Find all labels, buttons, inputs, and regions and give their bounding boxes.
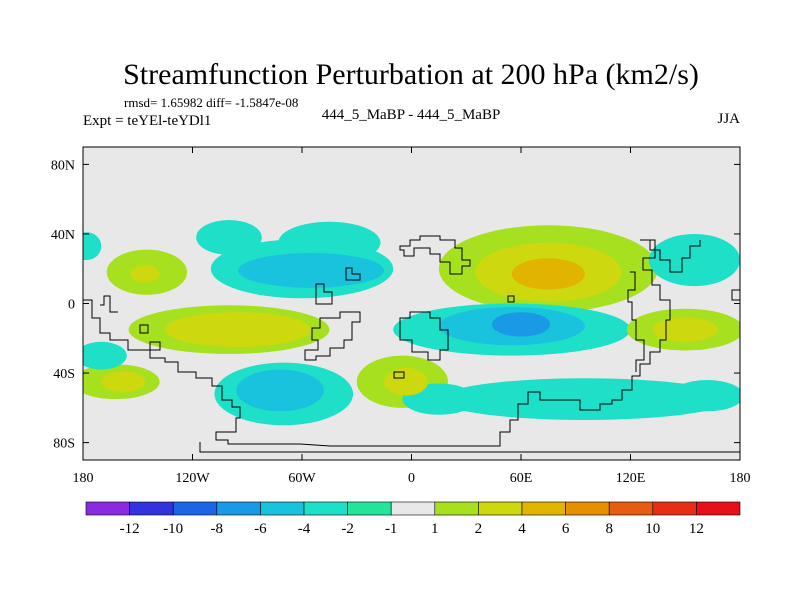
negative-anomaly-n-pacific: [83, 232, 102, 261]
negative-anomaly-n-america-core: [238, 253, 385, 288]
x-tick-label: 60E: [510, 471, 533, 486]
colorbar-swatch: [608, 501, 654, 516]
positive-anomaly-s-atlantic-core: [384, 367, 428, 396]
y-tick-label: 80N: [51, 158, 75, 173]
positive-anomaly-n-asia-core: [511, 258, 585, 290]
colorbar-swatch: [565, 501, 610, 516]
coastline-australia: [731, 289, 740, 301]
positive-anomaly-s-pacific-core: [101, 371, 146, 393]
colorbar-swatch: [216, 501, 261, 516]
negative-anomaly-s-pacific: [83, 341, 127, 370]
chart-title: Streamfunction Perturbation at 200 hPa (…: [123, 58, 699, 91]
coastline-africa: [393, 371, 405, 379]
coastline-europe: [399, 311, 449, 361]
y-tick-label: 80S: [53, 437, 75, 452]
negative-anomaly-se-pacific-core: [236, 369, 324, 412]
axes-layer: 180 120W 60W 0 60E 120E 180 80N 40N 0 40S 80S: [51, 147, 751, 486]
colorbar-swatch: [652, 501, 697, 516]
negative-anomaly-nw-pacific: [648, 233, 740, 287]
colorbar-label: -10: [163, 521, 183, 537]
colorbar-label: 8: [605, 521, 613, 537]
coastline-east-asia: [649, 240, 701, 273]
coastline-scandinavia: [345, 267, 361, 281]
x-tick-label: 0: [408, 471, 415, 486]
colorbar-label: 1: [431, 521, 439, 537]
experiment-label: Expt = teYEl-teYDl1: [83, 113, 211, 129]
colorbar-swatch: [434, 501, 479, 516]
y-tick-label: 40N: [51, 228, 75, 243]
colorbar-swatch: [129, 501, 174, 516]
colorbar-label: 12: [689, 521, 704, 537]
coastline-eurasia-north: [399, 235, 471, 275]
colorbar-label: -8: [211, 521, 224, 537]
colorbar-label: 10: [645, 521, 660, 537]
colorbar-swatch: [347, 501, 392, 516]
colorbar-label: -4: [298, 521, 311, 537]
coastline-caribbean: [139, 324, 149, 334]
colorbar-label: -2: [341, 521, 354, 537]
contour-fill-layer: [83, 220, 740, 426]
colorbar-swatch: [172, 501, 218, 516]
coastline-south-america: [304, 311, 361, 361]
coastline-greenland: [315, 283, 333, 305]
negative-anomaly-s-indian-ocean: [438, 378, 731, 421]
coastline-antarctica: [199, 442, 740, 453]
x-tick-label: 180: [73, 471, 94, 486]
y-tick-label: 0: [68, 298, 75, 313]
x-tick-label: 180: [730, 471, 751, 486]
x-tick-label: 120W: [175, 471, 210, 486]
colorbar-swatch: [85, 501, 130, 516]
colorbar-label: -1: [385, 521, 398, 537]
season-label: JJA: [717, 111, 740, 127]
x-tick-label: 120E: [616, 471, 646, 486]
coastline-asia-pacific: [627, 271, 645, 372]
stats-subtitle: rmsd= 1.65982 diff= -1.5847e-08: [124, 95, 298, 110]
colorbar-label: -6: [254, 521, 267, 537]
coastline-north-america: [83, 239, 671, 447]
coastline-gulf: [149, 341, 161, 351]
colorbar: -12 -10 -8 -6 -4 -2 -1 1 2 4 6 8 10 12: [85, 501, 741, 537]
colorbar-swatch: [521, 501, 566, 516]
case-label: 444_5_MaBP - 444_5_MaBP: [322, 107, 501, 123]
negative-anomaly-s-pacific-east: [670, 380, 740, 412]
coastline-mexico: [100, 295, 118, 313]
y-tick-label: 40S: [53, 367, 75, 382]
colorbar-label: 2: [475, 521, 483, 537]
positive-anomaly-australia-core: [652, 317, 719, 342]
colorbar-swatch: [303, 501, 348, 516]
positive-anomaly-ne-pacific-core: [130, 265, 160, 283]
colorbar-swatch: [696, 501, 741, 516]
colorbar-label: -12: [120, 521, 140, 537]
colorbar-swatch: [478, 501, 523, 516]
colorbar-label: 4: [518, 521, 526, 537]
x-tick-label: 60W: [288, 471, 316, 486]
positive-anomaly-tropical-atlantic-core: [165, 312, 312, 347]
colorbar-swatch: [390, 501, 436, 516]
colorbar-swatch: [260, 501, 305, 516]
coastline-arabia: [507, 295, 515, 303]
negative-anomaly-indian-ocean-core: [491, 312, 551, 337]
colorbar-label: 6: [562, 521, 570, 537]
coastline-layer: [83, 235, 740, 453]
